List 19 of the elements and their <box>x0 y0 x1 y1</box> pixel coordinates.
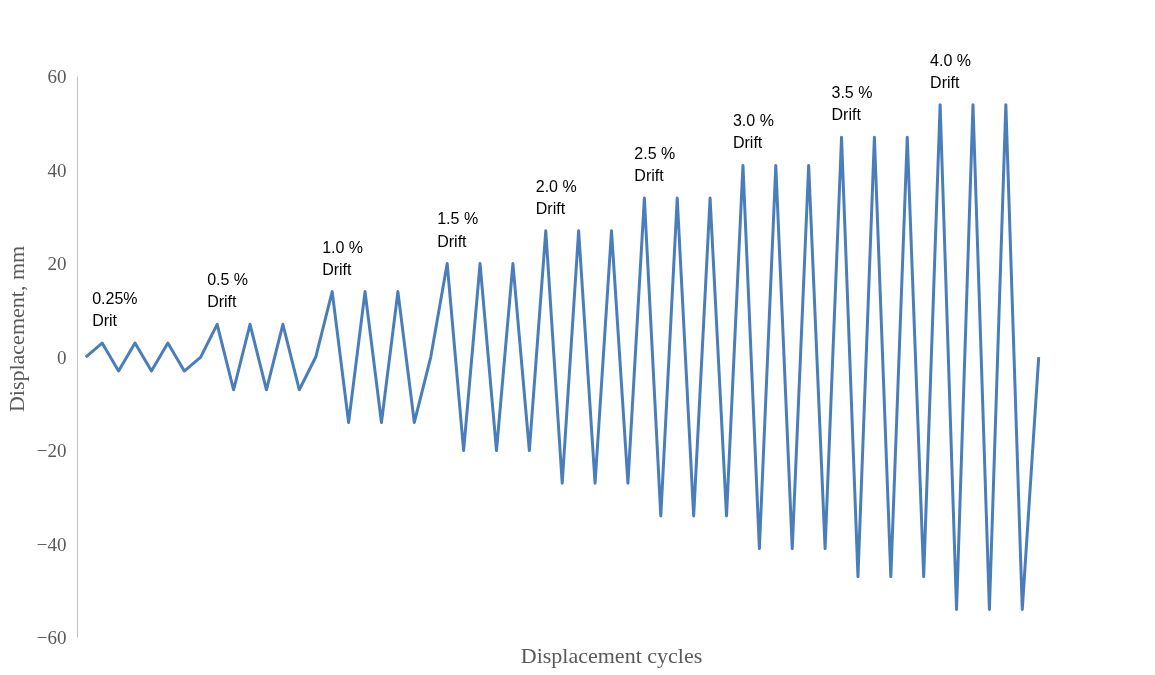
annotation: 3.0 % Drift <box>732 112 774 152</box>
x-axis-title: Displacement cycles <box>520 642 703 668</box>
y-tick-label: 40 <box>47 159 67 181</box>
y-axis-title: Displacement, mm <box>3 245 29 413</box>
y-tick-label: 20 <box>47 253 67 275</box>
y-tick-label: −60 <box>36 627 67 648</box>
annotation: 1.0 % Drift <box>322 238 364 278</box>
y-tick-label: 60 <box>47 66 67 88</box>
annotation: 0.25% Drit <box>92 289 138 330</box>
annotation: 3.5 % Drift <box>831 84 873 124</box>
line-series <box>84 103 1041 611</box>
annotation: 2.0 % Drift <box>535 177 577 217</box>
annotation: 1.5 % Drift <box>437 210 479 250</box>
y-tick-label: −20 <box>36 440 67 462</box>
annotation: 4.0 % Drift <box>930 51 972 91</box>
y-tick-label: −40 <box>36 533 67 555</box>
annotation: 2.5 % Drift <box>634 145 676 185</box>
y-tick-label: 0 <box>57 346 67 368</box>
annotation: 0.5 % Drift <box>207 271 249 311</box>
